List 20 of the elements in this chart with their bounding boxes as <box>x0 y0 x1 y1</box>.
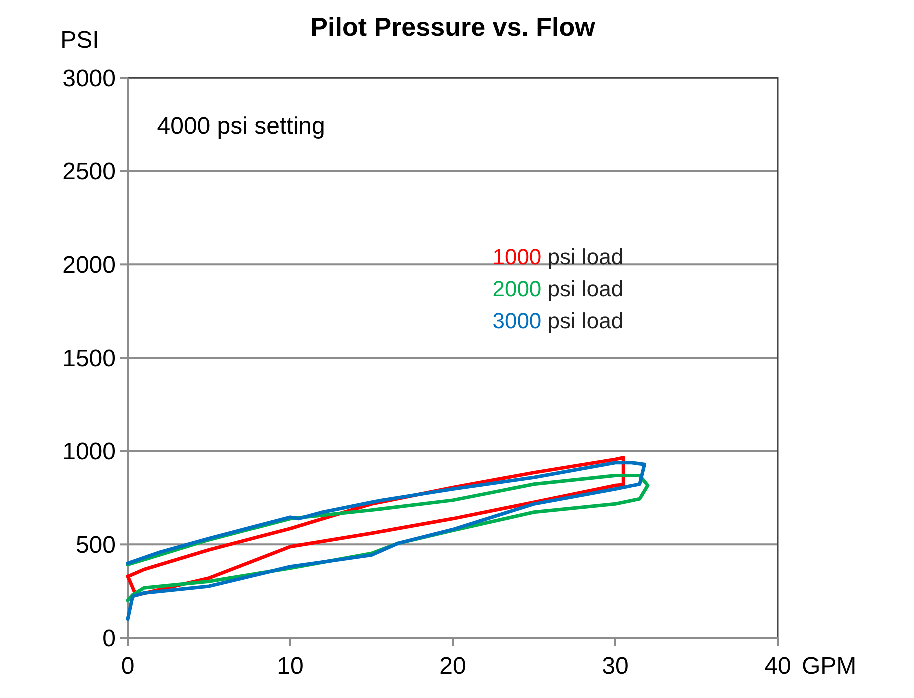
y-tick-label: 1500 <box>62 345 116 372</box>
x-tick-label: 0 <box>121 653 135 680</box>
text: 3000 psi load <box>492 308 624 334</box>
y-tick-label: 3000 <box>62 65 116 92</box>
y-tick-label: 1000 <box>62 438 116 466</box>
y-tick-label: 500 <box>76 532 116 560</box>
x-tick-label: 10 <box>277 653 304 680</box>
x-tick-label: 30 <box>602 653 629 680</box>
text: 2000 psi load <box>492 276 624 302</box>
annotation: 4000 psi setting <box>157 113 326 140</box>
x-tick-label: 20 <box>440 653 466 680</box>
y-tick-label: 0 <box>102 625 116 652</box>
x-axis-title: GPM <box>802 653 857 680</box>
y-axis-title: PSI <box>60 27 100 54</box>
line-series <box>126 461 646 622</box>
y-tick-label: 2000 <box>62 252 116 280</box>
chart-title: Pilot Pressure vs. Flow <box>310 12 596 42</box>
text: 1000 psi load <box>492 244 624 270</box>
x-tick-label: 40 <box>764 653 792 680</box>
y-tick-label: 2500 <box>62 158 116 186</box>
